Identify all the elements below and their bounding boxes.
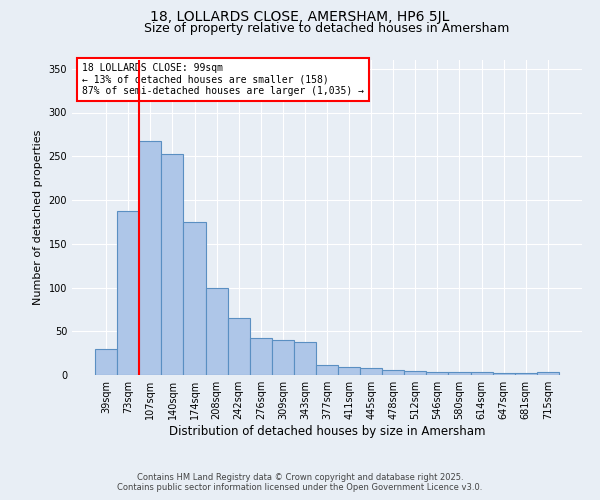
Bar <box>404 370 427 375</box>
Bar <box>537 372 559 375</box>
Text: 18, LOLLARDS CLOSE, AMERSHAM, HP6 5JL: 18, LOLLARDS CLOSE, AMERSHAM, HP6 5JL <box>151 10 449 24</box>
Bar <box>272 340 294 375</box>
Bar <box>250 338 272 375</box>
Bar <box>493 373 515 375</box>
Y-axis label: Number of detached properties: Number of detached properties <box>33 130 43 305</box>
Bar <box>161 154 184 375</box>
Bar <box>360 368 382 375</box>
Bar <box>206 288 227 375</box>
Bar <box>139 140 161 375</box>
Bar <box>316 364 338 375</box>
Bar <box>294 342 316 375</box>
Bar <box>427 372 448 375</box>
Bar <box>117 210 139 375</box>
Bar <box>95 349 117 375</box>
Bar <box>338 367 360 375</box>
Bar <box>184 222 206 375</box>
X-axis label: Distribution of detached houses by size in Amersham: Distribution of detached houses by size … <box>169 425 485 438</box>
Title: Size of property relative to detached houses in Amersham: Size of property relative to detached ho… <box>145 22 509 35</box>
Bar <box>448 372 470 375</box>
Bar <box>470 372 493 375</box>
Bar <box>227 318 250 375</box>
Bar <box>515 373 537 375</box>
Bar <box>382 370 404 375</box>
Text: 18 LOLLARDS CLOSE: 99sqm
← 13% of detached houses are smaller (158)
87% of semi-: 18 LOLLARDS CLOSE: 99sqm ← 13% of detach… <box>82 63 364 96</box>
Text: Contains HM Land Registry data © Crown copyright and database right 2025.
Contai: Contains HM Land Registry data © Crown c… <box>118 473 482 492</box>
